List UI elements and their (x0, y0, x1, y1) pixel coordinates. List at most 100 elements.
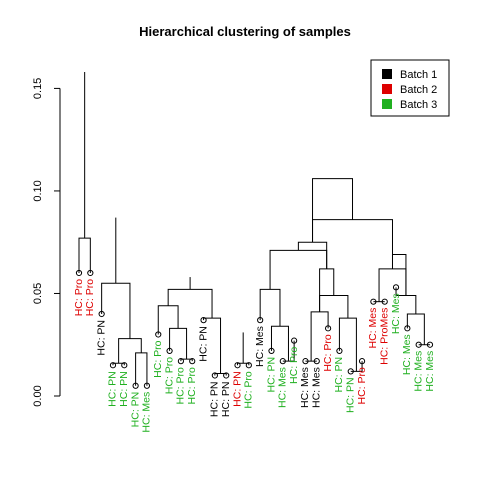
leaf-point (211, 372, 218, 379)
dendrogram-branch (78, 237, 91, 273)
legend-swatch (382, 84, 392, 94)
dendrogram-branch (167, 288, 213, 319)
dendrogram-branch (118, 338, 142, 364)
leaf-point (291, 337, 298, 344)
leaf-label: HC: Mes (401, 334, 413, 375)
dendrogram-branch (350, 361, 363, 372)
leaf-point (166, 347, 173, 354)
dendrogram-branch (319, 295, 349, 319)
chart-title: Hierarchical clustering of samples (139, 24, 351, 39)
leaf-label: HC: Pro (243, 371, 255, 409)
dendrogram-branch (180, 358, 193, 362)
leaf-label: HC: Pro (186, 367, 198, 405)
dendrogram-branch (112, 362, 125, 366)
leaf-point (415, 341, 422, 348)
dendrogram-branch (297, 241, 328, 269)
y-tick-label: 0.15 (32, 78, 44, 99)
leaf-point (324, 325, 332, 332)
legend: Batch 1 Batch 2 Batch 3 (370, 59, 450, 117)
leaf-point (268, 347, 275, 354)
leaf-label: HC: Mes (390, 293, 402, 334)
leaf-label: HC: PN (333, 357, 345, 393)
leaf-point (177, 358, 185, 365)
leaf-point (347, 368, 354, 375)
dendrogram-branch (319, 268, 335, 312)
leaf-point (392, 284, 400, 291)
leaf-label: HC: Mes (254, 326, 266, 367)
leaf-point (98, 310, 105, 318)
leaf-label: HC: Mes (299, 367, 311, 408)
leaf-label: HC: Mes (424, 351, 436, 392)
y-tick-label: 0.10 (32, 180, 44, 201)
leaf-point (143, 382, 151, 389)
leaf-label: HC: PN (107, 371, 119, 407)
leaf-point (279, 358, 286, 365)
dendrogram-branch (406, 313, 425, 345)
leaf-point (381, 298, 388, 305)
leaf-point (121, 362, 128, 369)
leaf-label: HC: Mes (277, 367, 289, 408)
leaf-label: HC: Pro (356, 367, 368, 405)
leaf-label: HC: PN (220, 381, 232, 417)
y-axis: 0.00 0.05 0.10 0.15 (32, 78, 61, 407)
leaf-label: HC: Pro (152, 340, 164, 378)
leaf-point (302, 358, 309, 365)
dendrogram-branch (312, 219, 393, 269)
dendrogram-branch (269, 249, 328, 290)
leaf-label: HC: Mes (367, 308, 379, 349)
leaf-label: HC: PN (345, 377, 357, 413)
leaf-point (426, 341, 434, 348)
leaf-point (370, 298, 377, 305)
leaf-label: HC: PN (265, 357, 277, 393)
leaf-point (234, 362, 241, 369)
dendrogram-branch (270, 325, 289, 362)
leaf-point (155, 331, 162, 338)
leaf-label: HC: ProMes (378, 308, 390, 365)
legend-swatch (382, 69, 392, 79)
dendrogram-branch (282, 340, 295, 362)
leaf-point (257, 317, 264, 324)
legend-label: Batch 2 (400, 84, 437, 96)
dendrogram-branch (395, 287, 417, 314)
leaf-label: HC: Pro (175, 367, 187, 405)
dendrogram-branch (157, 305, 179, 335)
dendrogram-branch (312, 178, 354, 243)
leaf-point (336, 347, 343, 354)
leaf-point (404, 325, 411, 332)
leaf-point (132, 382, 139, 389)
dendrogram-branch (135, 352, 148, 386)
leaf-point (75, 269, 83, 277)
dendrogram-branch (203, 317, 222, 374)
legend-swatch (382, 99, 392, 109)
leaf-point (189, 358, 196, 365)
leaf-points (75, 269, 434, 389)
leaf-label: HC: Pro (288, 346, 300, 384)
leaf-label: HC: Mes (141, 392, 153, 433)
leaf-label: HC: PN (209, 381, 221, 417)
legend-label: Batch 3 (400, 99, 437, 111)
leaf-point (245, 362, 252, 369)
leaf-label: HC: PN (197, 326, 209, 362)
y-tick-label: 0.00 (32, 385, 44, 406)
dendrogram-branches (79, 72, 430, 386)
leaf-point (87, 269, 94, 277)
leaf-point (313, 358, 320, 365)
leaf-label: HC: PN (118, 371, 130, 407)
leaf-label: HC: Pro (322, 334, 334, 372)
leaf-point (200, 317, 207, 324)
legend-label: Batch 1 (400, 69, 437, 81)
leaf-label: HC: PN (95, 320, 107, 356)
leaf-point (109, 362, 117, 369)
leaf-label: HC: Pro (84, 279, 96, 317)
leaf-label: HC: Pro (73, 279, 85, 317)
leaf-point (223, 372, 230, 379)
dendrogram-branch (237, 362, 250, 366)
y-tick-label: 0.05 (32, 283, 44, 304)
leaf-label: HC: Mes (311, 367, 323, 408)
leaf-label: HC: Mes (412, 351, 424, 392)
leaf-label: HC: PN (231, 371, 243, 407)
leaf-point (358, 358, 366, 365)
dendrogram-branch (338, 317, 357, 372)
